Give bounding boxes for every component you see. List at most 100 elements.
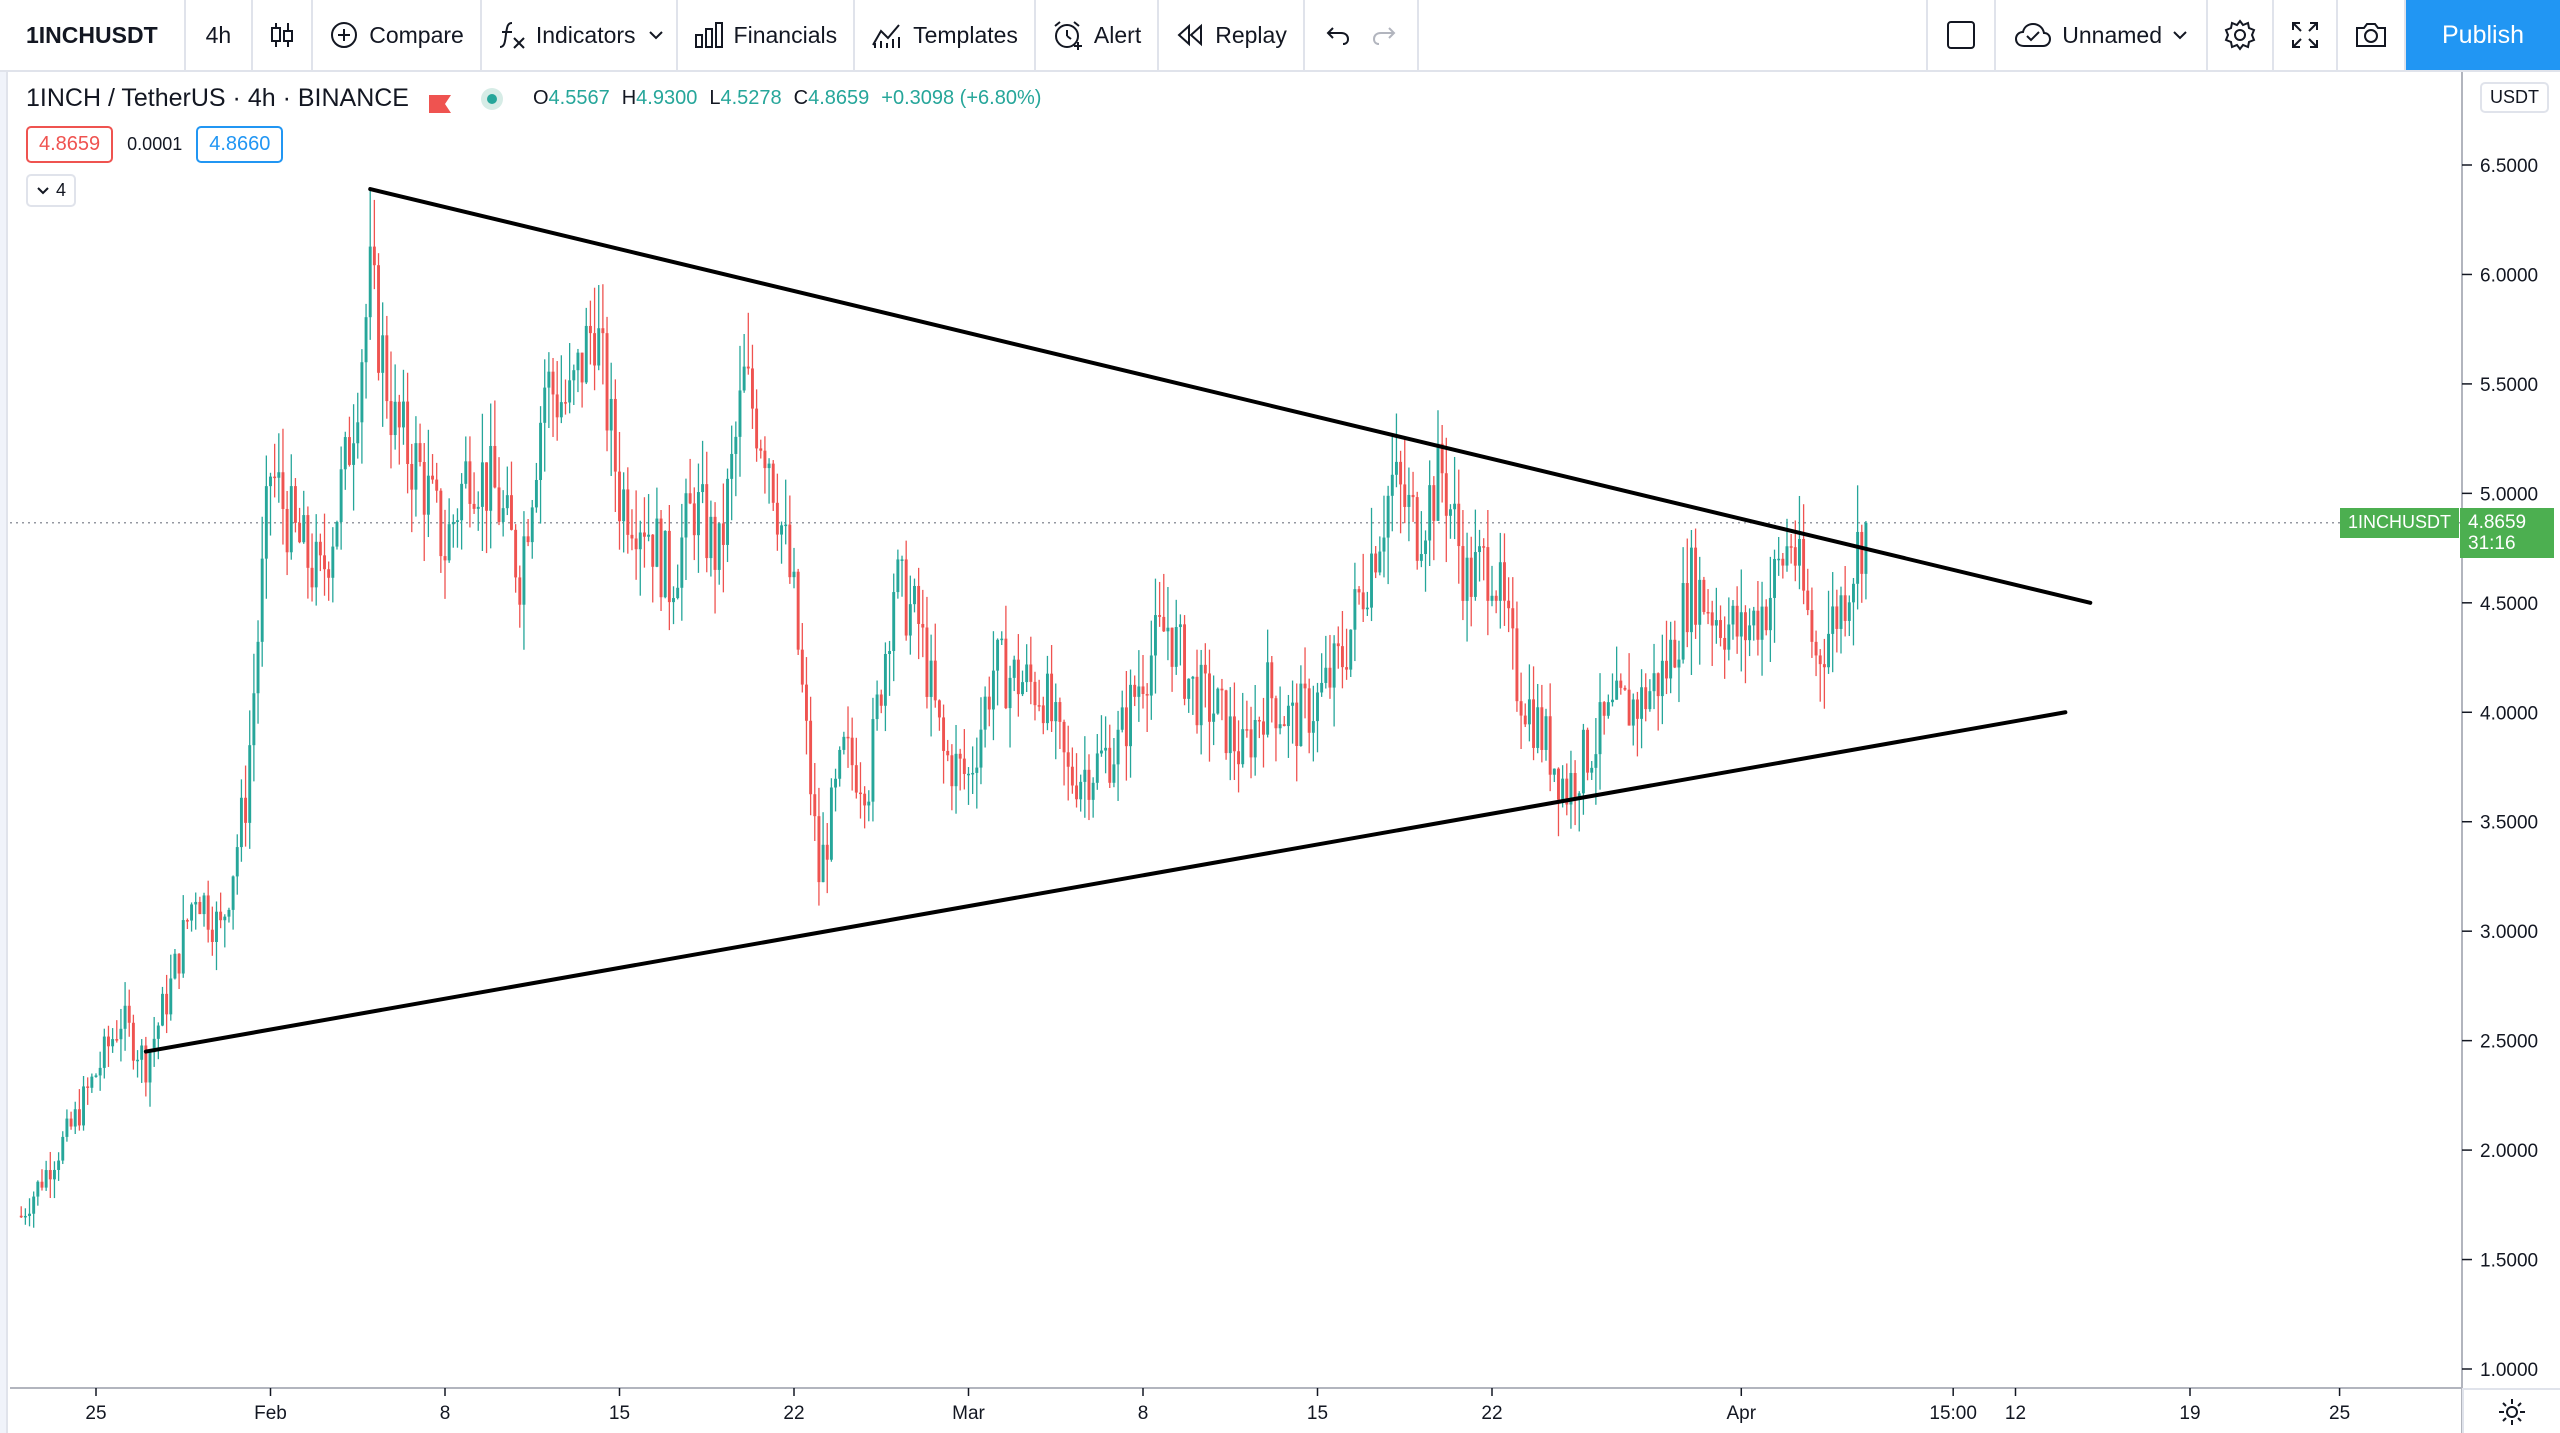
candle-body (127, 1005, 131, 1023)
candle-body (185, 920, 189, 922)
flag-icon[interactable] (428, 91, 451, 113)
candle-body (360, 362, 364, 423)
candle-body (767, 463, 771, 469)
candle-body (480, 462, 484, 507)
buy-button[interactable]: 4.8660 (196, 126, 284, 163)
interval-button[interactable]: 4h (186, 0, 254, 70)
candle-body (331, 546, 335, 578)
candle-body (626, 489, 630, 535)
templates-button[interactable]: Templates (855, 0, 1036, 70)
price-axis[interactable]: 1.0000 1.5000 2.0000 2.5000 3.0000 3.5000 4.00… (2462, 156, 2538, 1381)
candle-body (954, 753, 958, 787)
candle-body (1220, 688, 1224, 691)
fullscreen-button[interactable] (2274, 0, 2338, 70)
chart-settings-button[interactable] (2208, 0, 2274, 70)
candle-body (1486, 547, 1490, 601)
time-tick-label: 25 (2329, 1403, 2350, 1424)
candle-body (904, 559, 908, 636)
candle-body (1689, 547, 1693, 633)
candle-body (788, 524, 792, 578)
indicators-collapse-button[interactable]: 4 (26, 174, 77, 207)
candle-body (1191, 676, 1195, 679)
candle-body (107, 1036, 110, 1047)
chart-type-button[interactable] (253, 0, 314, 70)
candle-body (239, 797, 243, 848)
indicators-button[interactable]: Indicators (482, 0, 644, 70)
candle-body (1511, 608, 1515, 629)
candle-body (738, 390, 742, 437)
candle-body (505, 495, 509, 509)
candle-body (190, 904, 194, 921)
candle-body (1099, 750, 1103, 754)
candle-body (1282, 724, 1286, 727)
candle-body (1058, 702, 1062, 722)
currency-label[interactable]: USDT (2480, 82, 2549, 113)
financials-button[interactable]: Financials (678, 0, 856, 70)
indicators-label: Indicators (535, 21, 636, 48)
symbol-title[interactable]: 1INCH / TetherUS · 4h · BINANCE (26, 84, 409, 112)
time-tick-label: 12 (2005, 1403, 2026, 1424)
candle-body (1274, 698, 1278, 729)
candle-body (1291, 702, 1295, 706)
candle-body (1174, 627, 1178, 667)
candle-body (1253, 719, 1257, 758)
publish-button[interactable]: Publish (2406, 0, 2560, 70)
candle-body (937, 700, 941, 718)
candle-body (77, 1109, 81, 1126)
price-tick-label: 4.0000 (2480, 703, 2538, 724)
candle-body (780, 525, 783, 535)
candle-body (1540, 707, 1544, 750)
candle-body (389, 401, 393, 436)
fx-icon (499, 22, 525, 49)
symbol-search-button[interactable]: 1INCHUSDT (0, 0, 186, 70)
candle-body (1440, 443, 1444, 474)
candle-body (1054, 702, 1058, 722)
price-tick-label: 2.0000 (2480, 1141, 2538, 1162)
candle-body (264, 486, 268, 559)
candle-body (1424, 540, 1427, 555)
alert-button[interactable]: Alert (1036, 0, 1160, 70)
candle-body (1752, 610, 1756, 626)
candle-body (1694, 547, 1698, 625)
trendlines[interactable] (143, 187, 2093, 1054)
trendline-upper[interactable] (368, 187, 2093, 605)
candle-body (672, 598, 675, 603)
market-status-icon[interactable] (480, 87, 503, 110)
candle-body (676, 587, 680, 599)
sell-button[interactable]: 4.8659 (26, 126, 114, 163)
candle-body (356, 422, 360, 444)
candle-body (1577, 793, 1581, 799)
time-axis[interactable]: 25 Feb 8 15 22 Mar 8 15 22 Apr 15:00 12 19 25 (85, 1388, 2350, 1424)
candle-body (692, 503, 696, 536)
candle-body (1370, 553, 1373, 608)
candle-body (1241, 729, 1245, 765)
indicators-dropdown[interactable] (644, 0, 678, 70)
compare-button[interactable]: Compare (313, 0, 482, 70)
time-tick-label: 22 (1481, 1403, 1502, 1424)
candle-body (809, 720, 813, 795)
undo-button[interactable] (1305, 0, 1361, 70)
chart-legend: 1INCH / TetherUS · 4h · BINANCE O4.5567 … (26, 84, 1041, 113)
candle-body (1702, 579, 1706, 612)
candle-body (1785, 546, 1789, 566)
candle-body (863, 793, 867, 806)
time-tick-label: 25 (85, 1403, 106, 1424)
snapshot-button[interactable] (2338, 0, 2406, 70)
candle-body (1419, 554, 1423, 561)
candle-body (327, 569, 331, 578)
candle-body (61, 1136, 65, 1161)
multiple-charts-layout-button[interactable] (1926, 0, 1997, 70)
chevron-down-icon (37, 186, 49, 194)
candle-body (1075, 785, 1078, 800)
candle-body (987, 696, 991, 710)
candle-body (1066, 752, 1070, 767)
redo-button[interactable] (1361, 0, 1419, 70)
scale-settings-button[interactable] (2462, 1388, 2560, 1433)
candle-body (1519, 701, 1523, 716)
save-layout-button[interactable]: Unnamed (1996, 0, 2208, 70)
trendline-lower[interactable] (143, 710, 2068, 1054)
replay-button[interactable]: Replay (1159, 0, 1305, 70)
candle-body (1557, 768, 1560, 800)
templates-label: Templates (913, 21, 1018, 48)
